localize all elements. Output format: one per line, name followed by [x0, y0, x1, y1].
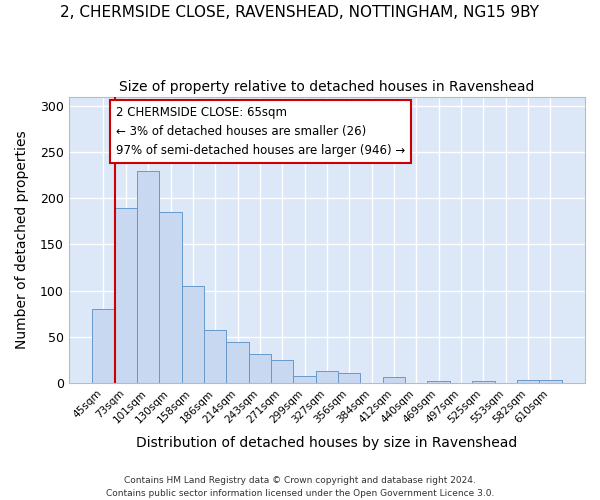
Bar	[271, 360, 293, 383]
Bar	[338, 373, 361, 383]
Title: Size of property relative to detached houses in Ravenshead: Size of property relative to detached ho…	[119, 80, 535, 94]
Bar	[383, 376, 405, 383]
Bar	[517, 380, 539, 383]
Bar	[226, 342, 249, 383]
Bar	[115, 208, 137, 383]
Bar	[182, 286, 204, 383]
Bar	[427, 382, 450, 383]
Text: Contains HM Land Registry data © Crown copyright and database right 2024.
Contai: Contains HM Land Registry data © Crown c…	[106, 476, 494, 498]
Bar	[160, 212, 182, 383]
Bar	[293, 376, 316, 383]
Text: 2, CHERMSIDE CLOSE, RAVENSHEAD, NOTTINGHAM, NG15 9BY: 2, CHERMSIDE CLOSE, RAVENSHEAD, NOTTINGH…	[61, 5, 539, 20]
Bar	[316, 371, 338, 383]
Bar	[204, 330, 226, 383]
Bar	[472, 382, 494, 383]
Text: 2 CHERMSIDE CLOSE: 65sqm
← 3% of detached houses are smaller (26)
97% of semi-de: 2 CHERMSIDE CLOSE: 65sqm ← 3% of detache…	[116, 106, 405, 157]
Bar	[539, 380, 562, 383]
Bar	[137, 170, 160, 383]
Bar	[92, 309, 115, 383]
Bar	[249, 354, 271, 383]
X-axis label: Distribution of detached houses by size in Ravenshead: Distribution of detached houses by size …	[136, 436, 518, 450]
Y-axis label: Number of detached properties: Number of detached properties	[15, 130, 29, 349]
